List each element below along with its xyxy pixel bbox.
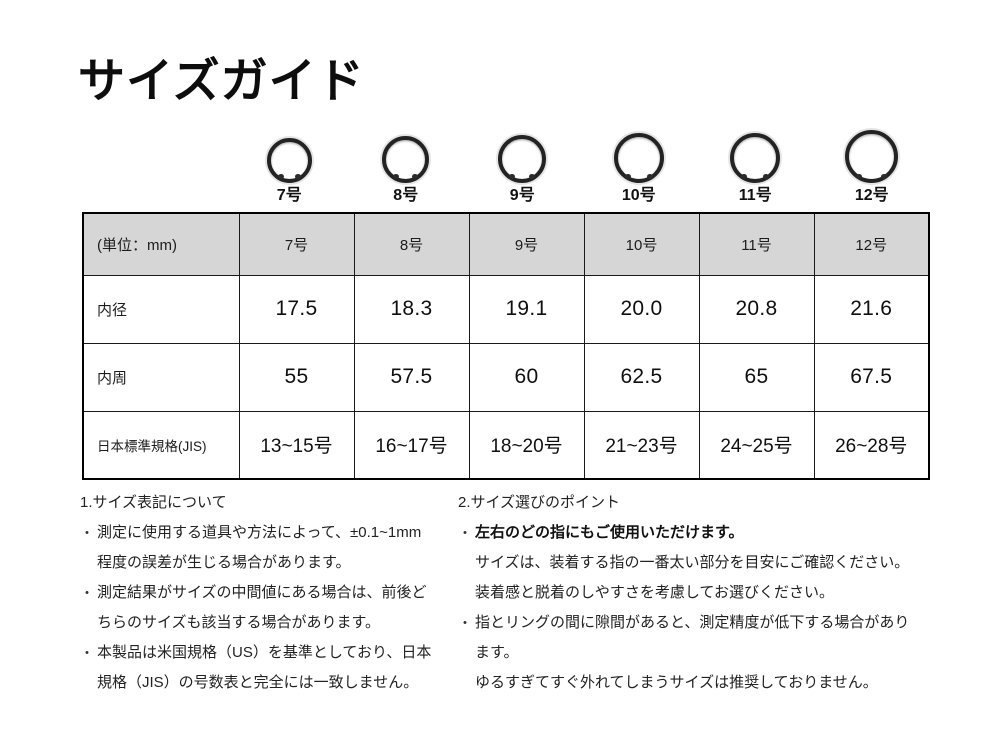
table-row-jis: 日本標準規格(JIS) 13~15号 16~17号 18~20号 21~23号 …: [82, 410, 930, 480]
ring-label: 12号: [854, 187, 889, 204]
note-line: 装着感と脱着のしやすさを考慮してお選びください。: [475, 584, 834, 601]
note-line: ちらのサイズも該当する場合があります。: [97, 614, 381, 631]
notes-left-heading: 1.サイズ表記について: [80, 494, 227, 511]
table-cell: 24~25号: [698, 410, 815, 480]
ring-icon: [845, 130, 899, 183]
table-cell: 62.5: [583, 342, 700, 412]
table-cell: 20.0: [583, 274, 700, 344]
ring-label: 7号: [276, 187, 302, 204]
bullet-dot-icon: ・: [80, 645, 94, 661]
table-cell: 65: [698, 342, 815, 412]
ring-icon: [613, 133, 664, 183]
row-label: 内径: [82, 274, 240, 344]
note-line: 規格（JIS）の号数表と完全には一致しません。: [97, 674, 419, 691]
note-bullet: ・ 測定に使用する道具や方法によって、±0.1~1mm 程度の誤差が生じる場合が…: [80, 518, 462, 578]
table-row-inner-diameter: 内径 17.5 18.3 19.1 20.0 20.8 21.6: [82, 274, 930, 344]
table-header-row: (単位：mm) 7号 8号 9号 10号 11号 12号: [82, 212, 930, 276]
ring-sensor-dot: [856, 174, 863, 179]
ring-sensor-dot: [412, 174, 419, 179]
table-cell: 60: [468, 342, 585, 412]
row-label: 内周: [82, 342, 240, 412]
table-cell: 21.6: [813, 274, 930, 344]
ring-icon: [498, 135, 547, 183]
ring-sensor-dot: [881, 174, 888, 179]
bullet-dot-icon: ・: [80, 585, 94, 601]
column-header: 7号: [238, 212, 355, 276]
note-bullet: ・ 測定結果がサイズの中間値にある場合は、前後ど ちらのサイズも該当する場合があ…: [80, 578, 462, 638]
ring-sensor-dot: [646, 174, 653, 179]
bullet-dot-icon: ・: [80, 525, 94, 541]
column-header: 11号: [698, 212, 815, 276]
note-line: ゆるすぎてすぐ外れてしまうサイズは推奨しておりません。: [475, 674, 878, 691]
ring-icon: [382, 136, 430, 183]
size-table: (単位：mm) 7号 8号 9号 10号 11号 12号 内径 17.5 18.…: [82, 212, 930, 480]
notes-size-selection: 2.サイズ選びのポイント ・ 左右のどの指にもご使用いただけます。 サイズは、装…: [458, 488, 944, 698]
table-cell: 19.1: [468, 274, 585, 344]
page-title: サイズガイド: [78, 54, 365, 107]
note-line: ます。: [475, 644, 519, 661]
ring-sensor-dot: [393, 174, 400, 179]
table-cell: 67.5: [813, 342, 930, 412]
ring-size-strip: 7号 8号 9号 10号 11号 12号: [231, 118, 930, 204]
table-row-inner-circumference: 内周 55 57.5 60 62.5 65 67.5: [82, 342, 930, 412]
note-line: 測定に使用する道具や方法によって、±0.1~1mm: [97, 524, 422, 541]
ring-item-12: 12号: [814, 118, 931, 204]
ring-label: 10号: [621, 187, 656, 204]
table-cell: 18.3: [353, 274, 470, 344]
ring-sensor-dot: [624, 174, 631, 179]
ring-sensor-dot: [529, 174, 536, 179]
table-cell: 57.5: [353, 342, 470, 412]
ring-item-10: 10号: [581, 118, 698, 204]
unit-header-cell: (単位：mm): [82, 212, 240, 276]
note-bullet: ・ 左右のどの指にもご使用いただけます。 サイズは、装着する指の一番太い部分を目…: [458, 518, 944, 608]
column-header: 12号: [813, 212, 930, 276]
table-cell: 16~17号: [353, 410, 470, 480]
bullet-dot-icon: ・: [458, 615, 472, 631]
ring-item-7: 7号: [231, 118, 348, 204]
note-line: 測定結果がサイズの中間値にある場合は、前後ど: [97, 584, 427, 601]
ring-sensor-dot: [741, 174, 748, 179]
ring-sensor-dot: [294, 174, 301, 179]
table-cell: 13~15号: [238, 410, 355, 480]
row-label: 日本標準規格(JIS): [82, 410, 240, 480]
table-cell: 18~20号: [468, 410, 585, 480]
ring-icon: [266, 138, 312, 183]
table-cell: 26~28号: [813, 410, 930, 480]
column-header: 9号: [468, 212, 585, 276]
column-header: 10号: [583, 212, 700, 276]
notes-size-notation: 1.サイズ表記について ・ 測定に使用する道具や方法によって、±0.1~1mm …: [80, 488, 462, 698]
column-header: 8号: [353, 212, 470, 276]
ring-icon: [730, 133, 781, 183]
ring-item-8: 8号: [348, 118, 465, 204]
ring-item-11: 11号: [697, 118, 814, 204]
note-line: 指とリングの間に隙間があると、測定精度が低下する場合があり: [475, 614, 910, 631]
ring-sensor-dot: [277, 174, 284, 179]
ring-label: 9号: [509, 187, 535, 204]
table-cell: 20.8: [698, 274, 815, 344]
ring-label: 8号: [393, 187, 419, 204]
note-line: サイズは、装着する指の一番太い部分を目安にご確認ください。: [475, 554, 910, 571]
table-cell: 55: [238, 342, 355, 412]
table-cell: 17.5: [238, 274, 355, 344]
table-cell: 21~23号: [583, 410, 700, 480]
note-bullet: ・ 指とリングの間に隙間があると、測定精度が低下する場合があり ます。 ゆるすぎ…: [458, 608, 944, 698]
notes-right-heading: 2.サイズ選びのポイント: [458, 494, 621, 511]
note-line: 本製品は米国規格（US）を基準としており、日本: [97, 644, 432, 661]
note-line: 程度の誤差が生じる場合があります。: [97, 554, 351, 571]
note-bullet: ・ 本製品は米国規格（US）を基準としており、日本 規格（JIS）の号数表と完全…: [80, 638, 462, 698]
ring-item-9: 9号: [464, 118, 581, 204]
bullet-dot-icon: ・: [458, 525, 472, 541]
note-line-bold: 左右のどの指にもご使用いただけます。: [475, 524, 744, 541]
ring-sensor-dot: [763, 174, 770, 179]
ring-label: 11号: [738, 187, 772, 204]
ring-sensor-dot: [509, 174, 516, 179]
